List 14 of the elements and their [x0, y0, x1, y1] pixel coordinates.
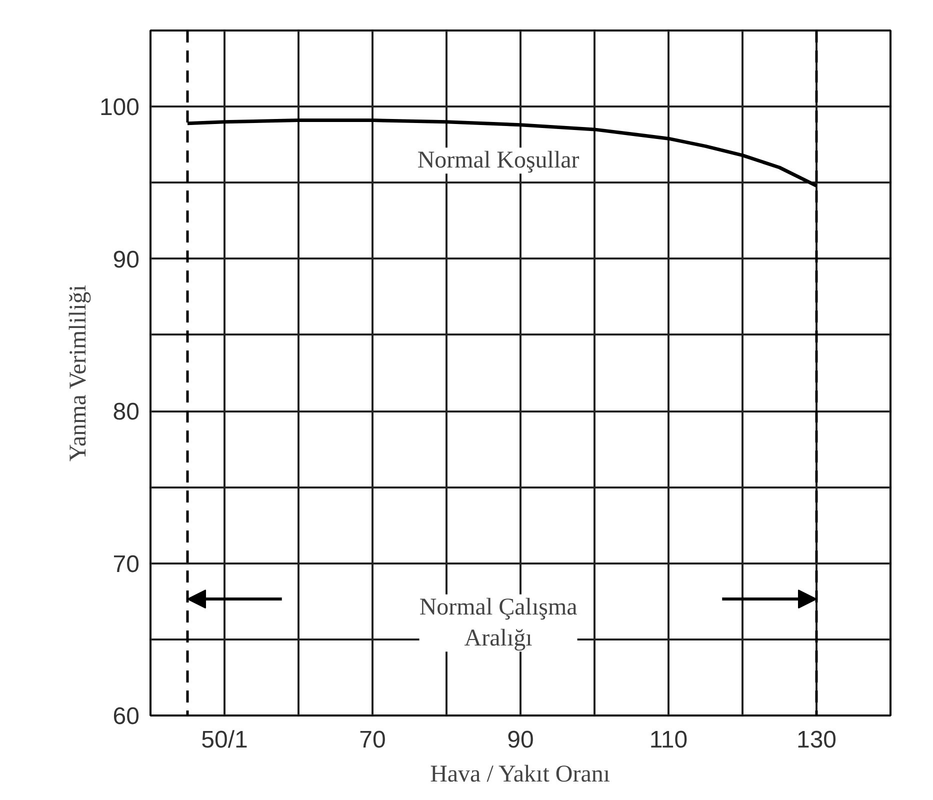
annotation: Normal Çalışma Aralığı	[419, 594, 578, 652]
x-axis-title: Hava / Yakıt Oranı	[430, 762, 610, 788]
y-tick-label: 100	[99, 94, 140, 122]
y-axis-title: Yanma Verimliliği	[65, 284, 92, 462]
y-tick-label: 80	[112, 398, 140, 426]
y-tick-label: 70	[112, 550, 140, 578]
x-tick-label: 90	[507, 726, 534, 754]
y-tick-label: 90	[112, 246, 140, 274]
x-tick-label: 110	[649, 726, 688, 754]
y-tick-label: 60	[112, 703, 140, 730]
x-tick-label: 130	[796, 726, 837, 754]
x-tick-label: 70	[359, 726, 386, 754]
x-tick-label: 50/1	[201, 726, 248, 754]
annotation: Normal Koşullar	[417, 148, 580, 174]
